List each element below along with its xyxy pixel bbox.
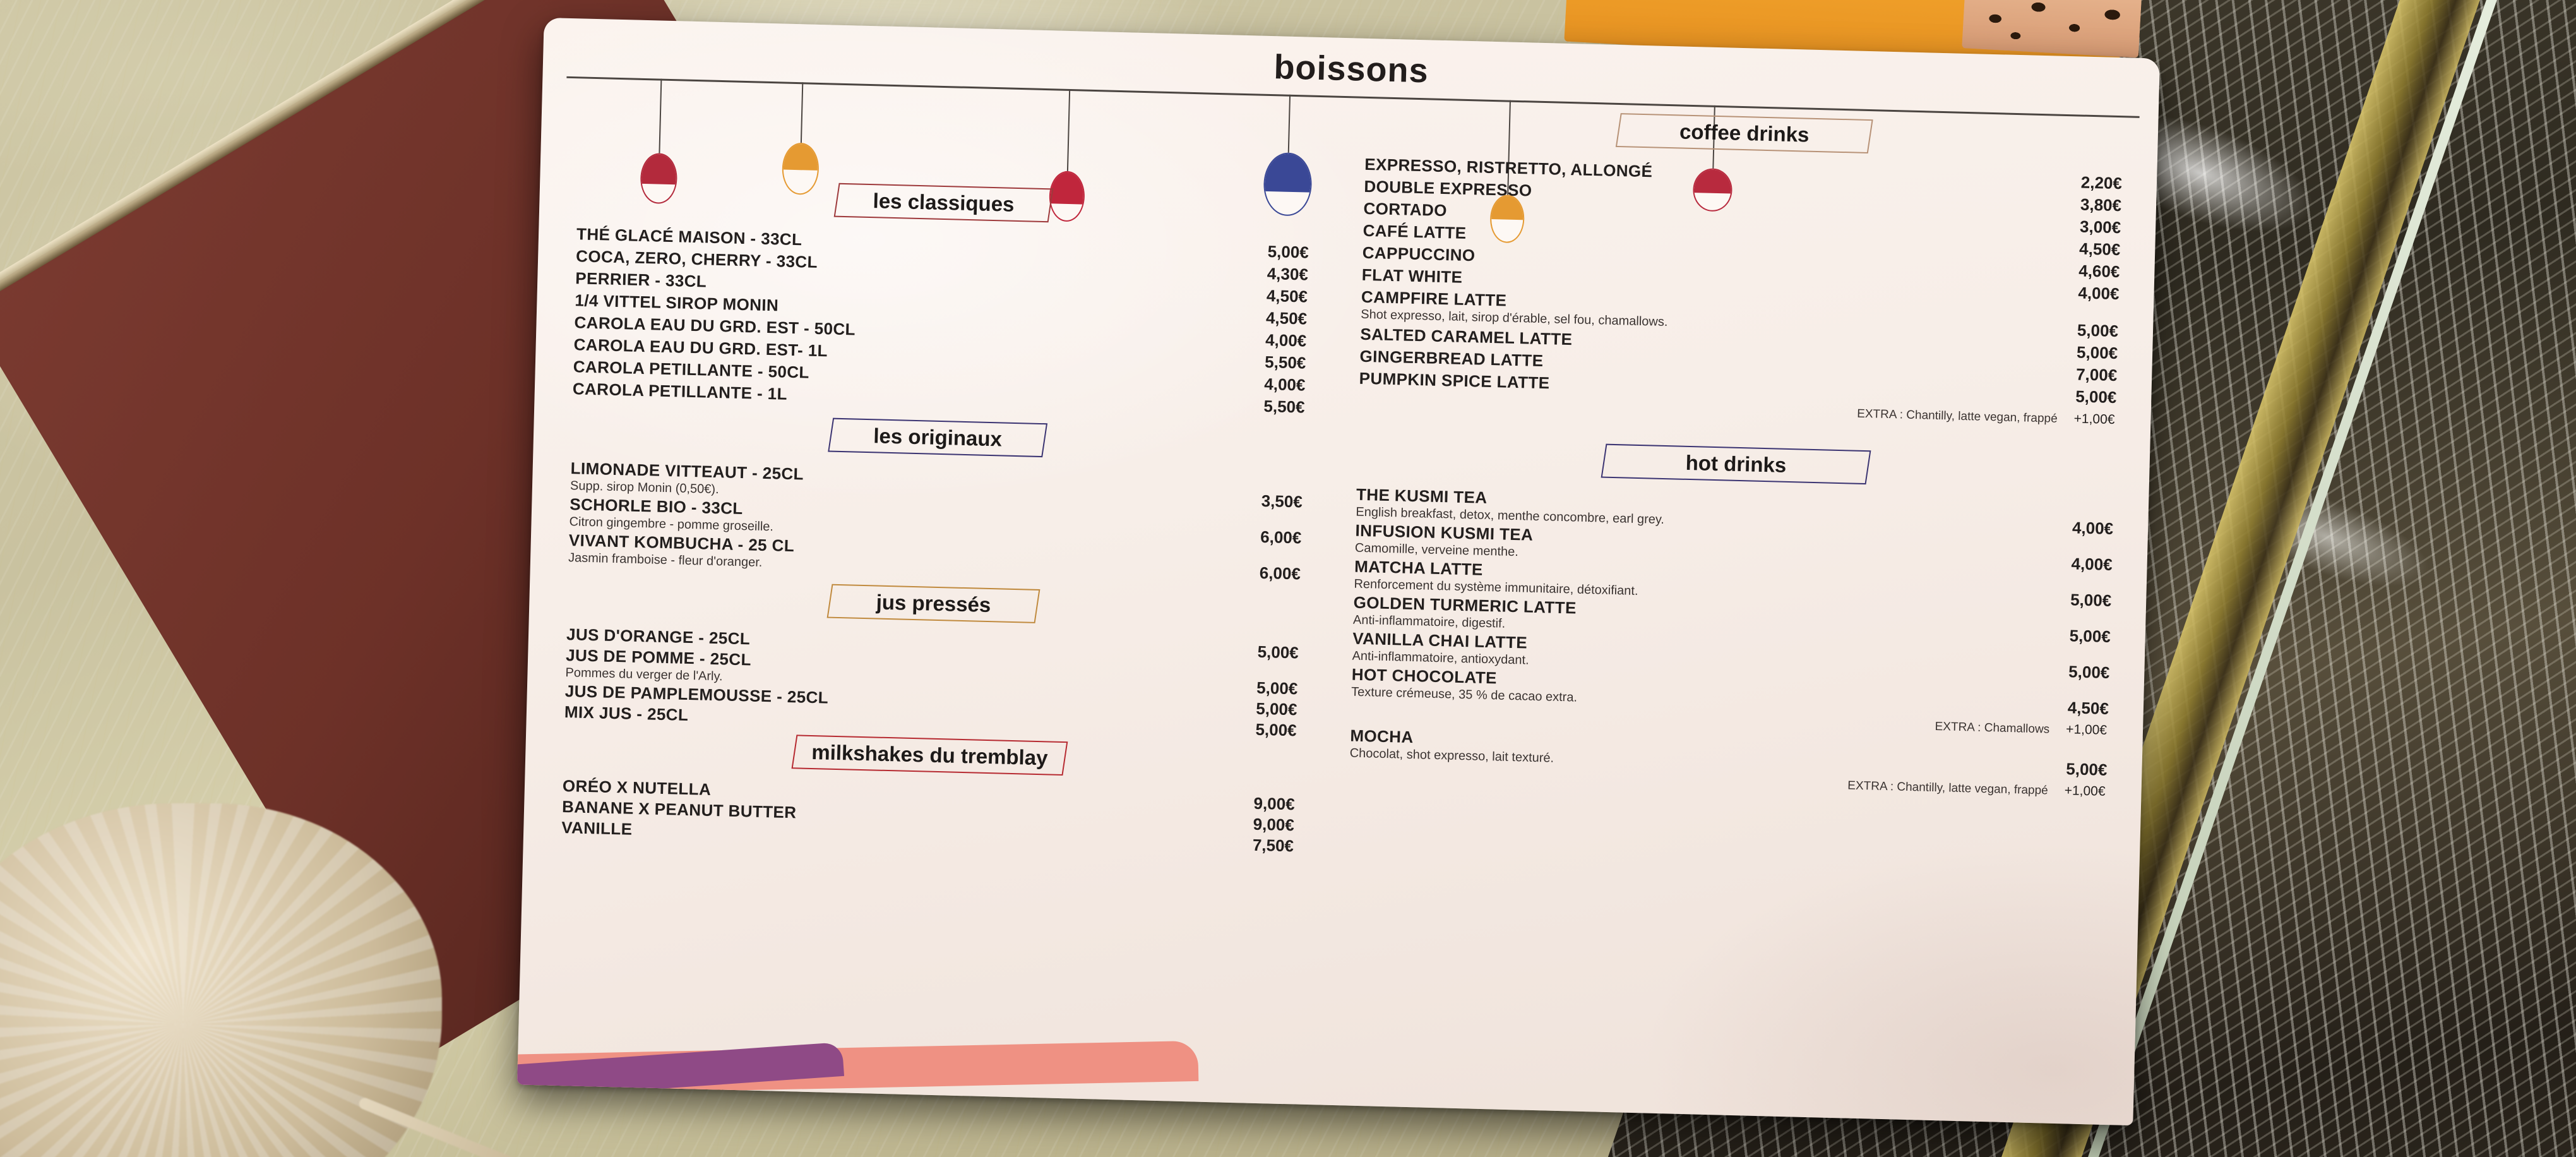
menu-item-price: 9,00€	[1253, 793, 1296, 814]
menu-item-price: 4,00€	[2072, 518, 2114, 539]
leopard-print-band	[1962, 0, 2142, 58]
menu-item-price: 5,00€	[1267, 242, 1309, 262]
ornament-fill	[1265, 153, 1312, 193]
menu-item-price: 4,50€	[1265, 308, 1308, 328]
section-heading-coffee-drinks: coffee drinks	[1615, 113, 1873, 154]
menu-item-price: 4,00€	[2078, 283, 2120, 304]
menu-item-price: 9,00€	[1253, 814, 1295, 835]
menu-item-price: 5,50€	[1264, 352, 1306, 373]
menu-item-price: 3,50€	[1261, 491, 1303, 512]
ornament-blue-icon	[1263, 94, 1314, 217]
menu-item-price: 4,50€	[2067, 698, 2109, 718]
ornament-red-3-icon	[1692, 105, 1734, 212]
ornament-thread	[658, 78, 662, 153]
menu-item-price: 7,50€	[1252, 835, 1294, 856]
section-heading-les-originaux: les originaux	[828, 417, 1048, 458]
menu-item-price: 5,00€	[2066, 759, 2108, 779]
menu-item-price: 5,00€	[1256, 678, 1298, 698]
menu-item-price: 5,00€	[2075, 387, 2117, 407]
section-heading-hot-drinks: hot drinks	[1601, 443, 1871, 485]
ornament-thread	[1067, 88, 1071, 171]
menu-item-price: 5,00€	[2068, 662, 2110, 682]
ornament-thread	[800, 82, 804, 143]
menu-item-price: 5,00€	[1255, 719, 1297, 740]
ornament-orange-1-icon	[781, 82, 821, 195]
menu-list-les-originaux: LIMONADE VITTEAUT - 25CL Supp. sirop Moni…	[568, 458, 1303, 584]
menu-item-price: 5,00€	[2070, 590, 2112, 610]
menu-item-price: 5,00€	[2076, 342, 2118, 363]
menu-item-price: 4,00€	[1264, 374, 1306, 395]
menu-item-price: 5,00€	[2069, 626, 2111, 646]
menu-list-hot-drinks: THE KUSMI TEA English breakfast, detox, m…	[1351, 484, 2114, 719]
menu-item-price: 4,00€	[2071, 554, 2113, 575]
menu-item-price: 5,00€	[1256, 698, 1297, 719]
menu-item-price: 4,50€	[1266, 285, 1308, 306]
ornament-fill	[783, 143, 818, 171]
section-heading-milkshakes-du-tremblay: milkshakes du tremblay	[791, 734, 1068, 776]
drinks-menu-card: boissons les classiques THÉ GLACÉ MAISON…	[517, 17, 2160, 1126]
ornament-red-2-icon	[1049, 88, 1088, 222]
right-column: coffee drinks EXPRESSO, RISTRETTO, ALLON…	[1349, 107, 2124, 800]
ornament-thread	[1288, 94, 1291, 153]
menu-list-milkshakes: ORÉO X NUTELLA 9,00€ BANANE X PEANUT BUTTE…	[561, 776, 1295, 856]
menu-item-price: 5,00€	[1257, 642, 1299, 662]
menu-item-price: 2,20€	[2080, 172, 2123, 193]
section-heading-les-classiques: les classiques	[833, 183, 1054, 223]
menu-item-price: 3,80€	[2080, 195, 2122, 215]
menu-item-price: 4,50€	[2078, 239, 2121, 260]
menu-item-price: 5,00€	[2077, 320, 2119, 341]
menu-item-price: 4,30€	[1267, 263, 1309, 284]
menu-item-price: 5,50€	[1263, 396, 1305, 417]
ornament-red-1-icon	[639, 78, 679, 205]
left-column: les classiques THÉ GLACÉ MAISON - 33CL 5,…	[561, 176, 1310, 856]
menu-list-coffee-drinks: EXPRESSO, RISTRETTO, ALLONGÉ 2,20€ DOUBLE …	[1359, 153, 2122, 409]
menu-item-price: 3,00€	[2079, 217, 2121, 237]
menu-item-price: 4,00€	[1265, 330, 1307, 351]
section-heading-jus-presses: jus pressés	[826, 584, 1041, 623]
menu-list-jus-presses: JUS D'ORANGE - 25CL 5,00€ JUS DE POMME - 2…	[564, 624, 1299, 741]
menu-item-price: 4,60€	[2078, 261, 2120, 282]
menu-item-price: 7,00€	[2075, 364, 2118, 385]
menu-list-les-classiques: THÉ GLACÉ MAISON - 33CL 5,00€ COCA, ZERO, …	[572, 223, 1309, 418]
menu-item-price: 6,00€	[1259, 563, 1301, 584]
sheepskin-throw	[0, 803, 442, 1157]
menu-item-price: 6,00€	[1260, 527, 1302, 548]
